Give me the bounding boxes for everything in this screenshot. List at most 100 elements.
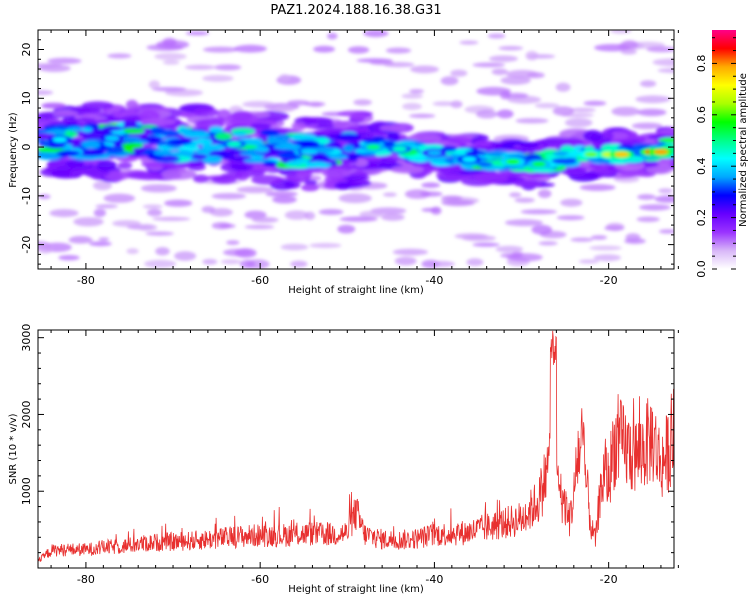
- spectrogram-cell: [185, 31, 210, 36]
- spectrogram-cell: [151, 87, 187, 92]
- spectrogram-cell: [89, 241, 112, 247]
- spectrogram-cell: [495, 245, 524, 253]
- tick-label: -10: [20, 187, 33, 205]
- spectrogram-cell: [96, 160, 117, 172]
- spectrogram-y-ticks: -20 -10 0 10 20: [20, 29, 674, 265]
- spectrogram-cell: [236, 186, 274, 194]
- spectrogram-cell: [265, 191, 298, 197]
- spectrogram-cell: [583, 130, 603, 142]
- spectrogram-cell: [476, 161, 493, 167]
- spectrogram-cell: [432, 101, 456, 106]
- spectrogram-cell: [509, 192, 522, 198]
- spectrogram-cell: [41, 102, 67, 109]
- colorbar: 0.0 0.2 0.4 0.6 0.8 Normalized spectral ampl…: [695, 30, 749, 278]
- spectrogram-cell: [430, 206, 442, 215]
- spectrogram-cell: [342, 175, 371, 181]
- spectrogram-cell: [38, 147, 52, 153]
- spectrogram-cell: [538, 241, 558, 246]
- spectrogram-cell: [139, 118, 177, 126]
- spectrogram-cell: [260, 129, 280, 136]
- tick-label: -60: [251, 274, 269, 287]
- spectrogram-cell: [337, 224, 356, 234]
- spectrogram-cell: [658, 137, 674, 143]
- tick-label: 20: [20, 43, 33, 57]
- spectrogram-cell: [313, 45, 335, 53]
- spectrogram-cell: [182, 131, 210, 139]
- spectrogram-cell: [142, 204, 163, 209]
- spectrogram-cell: [290, 260, 308, 268]
- spectrogram-frame: [37, 29, 675, 270]
- spectrogram-cell: [147, 208, 162, 217]
- colorbar-gradient: [712, 30, 736, 269]
- spectrogram-cell: [322, 168, 351, 178]
- spectrogram-cell: [382, 192, 397, 197]
- spectrogram-cell: [599, 131, 614, 140]
- spectrogram-cell: [119, 136, 143, 143]
- spectrogram-cell: [274, 133, 291, 142]
- tick-label: 0: [20, 144, 33, 151]
- colorbar-label: Normalized spectral amplitude: [738, 73, 749, 227]
- spectrogram-cell: [220, 259, 242, 265]
- spectrogram-cell: [652, 58, 674, 67]
- spectrogram-cell: [73, 217, 104, 227]
- spectrogram-cell: [154, 52, 187, 61]
- spectrogram-cell: [291, 121, 307, 131]
- spectrogram-cell: [223, 248, 253, 257]
- spectrogram-cell: [318, 209, 344, 215]
- spectrogram-cell: [646, 46, 674, 53]
- spectrogram-cell: [409, 89, 424, 94]
- spectrogram-cell: [193, 174, 209, 183]
- spectrogram-cell: [160, 162, 190, 170]
- spectrogram-cell: [65, 159, 85, 168]
- spectrogram-cell: [214, 132, 233, 141]
- spectrogram-cell: [167, 138, 193, 145]
- spectrogram-cell: [56, 150, 81, 157]
- tick-label: -40: [425, 573, 443, 586]
- spectrogram-cell: [336, 133, 361, 142]
- spectrogram-cell: [38, 90, 54, 95]
- spectrogram-cell: [112, 220, 142, 227]
- spectrogram-cell: [174, 150, 192, 157]
- spectrogram-cell: [136, 223, 158, 232]
- spectrogram-cell: [614, 151, 629, 158]
- spectrogram-cell: [93, 181, 112, 191]
- spectrogram-cell: [107, 53, 132, 59]
- spectrogram-cell: [381, 213, 405, 221]
- tick-label: 2000: [20, 400, 33, 428]
- spectrogram-cell: [81, 127, 93, 133]
- spectrogram-cell: [201, 143, 226, 151]
- spectrogram-cell: [466, 258, 484, 267]
- figure-title: PAZ1.2024.188.16.38.G31: [270, 3, 441, 18]
- spectrogram-cell: [145, 231, 174, 236]
- spectrogram-cell: [404, 189, 431, 199]
- spectrogram-cell: [657, 68, 674, 73]
- spectrogram-y-label: Frequency (Hz): [8, 112, 19, 188]
- spectrogram-cell: [561, 168, 588, 176]
- spectrogram-cell: [520, 209, 558, 215]
- spectrogram-cell: [560, 198, 583, 207]
- spectrogram-cell: [342, 144, 355, 153]
- spectrogram-cell: [326, 154, 348, 160]
- spectrogram-heatmap: [38, 30, 674, 269]
- spectrogram-cell: [359, 210, 384, 218]
- snr-y-ticks: 1000 2000 3000: [20, 324, 674, 554]
- spectrogram-cell: [636, 216, 660, 223]
- spectrogram-cell: [605, 222, 625, 232]
- spectrogram-cell: [402, 102, 422, 111]
- spectrogram-cell: [273, 143, 301, 150]
- spectrogram-cell: [121, 142, 144, 148]
- spectrogram-cell: [334, 181, 352, 190]
- spectrogram-cell: [653, 149, 668, 155]
- spectrogram-cell: [242, 101, 276, 108]
- tick-label: 10: [20, 91, 33, 105]
- snr-y-label: SNR (10 * v/v): [8, 413, 19, 484]
- spectrogram-cell: [125, 99, 139, 110]
- spectrogram-cell: [244, 224, 275, 229]
- spectrogram-cell: [353, 99, 372, 106]
- spectrogram-cell: [658, 229, 674, 234]
- spectrogram-cell: [295, 140, 320, 148]
- spectrogram-cell: [102, 125, 123, 131]
- spectrogram-cell: [423, 156, 446, 162]
- spectrogram-cell: [202, 75, 234, 82]
- spectrogram-cell: [401, 93, 424, 99]
